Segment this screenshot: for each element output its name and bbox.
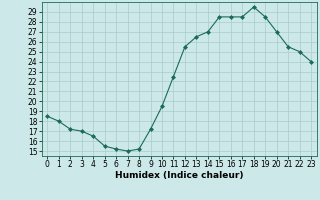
X-axis label: Humidex (Indice chaleur): Humidex (Indice chaleur)	[115, 171, 244, 180]
